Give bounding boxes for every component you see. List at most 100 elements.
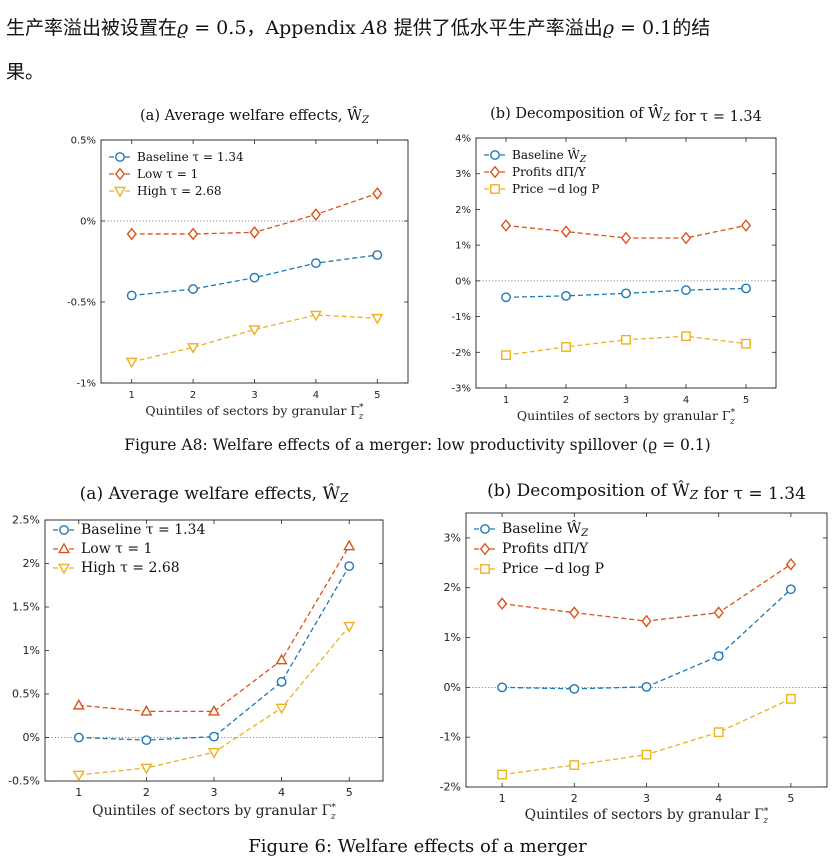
data-point xyxy=(310,258,321,269)
x-tick-label: 2 xyxy=(571,792,578,805)
intro-line-2: 果。 xyxy=(6,61,45,83)
x-tick-label: 2 xyxy=(190,390,196,401)
x-axis-label: Quintiles of sectors by granular Γ* z xyxy=(517,408,736,427)
data-point xyxy=(680,231,692,245)
data-point xyxy=(140,763,153,775)
data-point xyxy=(275,653,288,665)
x-tick-label: 4 xyxy=(683,395,689,406)
legend-label: High τ = 2.68 xyxy=(137,184,222,198)
data-point xyxy=(276,676,287,687)
x-axis-label: Quintiles of sectors by granular Γ* z xyxy=(525,807,769,826)
data-point xyxy=(497,682,508,693)
legend-label: Baseline τ = 1.34 xyxy=(81,522,205,538)
x-tick-label: 1 xyxy=(499,792,506,805)
data-point xyxy=(681,331,691,342)
intro-paragraph: 生产率溢出被设置在ϱ = 0.5，Appendix A8 提供了低水平生产率溢出… xyxy=(6,6,831,94)
data-point xyxy=(72,770,85,782)
series-line xyxy=(502,588,792,690)
data-point xyxy=(641,749,652,760)
data-point xyxy=(497,597,508,611)
figure-6-caption: Figure 6: Welfare effects of a merger xyxy=(248,836,587,857)
y-tick-label: 1% xyxy=(23,644,40,657)
data-point xyxy=(560,225,572,238)
data-point xyxy=(741,283,751,294)
y-tick-label: 0% xyxy=(444,681,461,694)
y-tick-label: 2% xyxy=(455,205,471,216)
series-3 xyxy=(125,310,384,369)
y-tick-label: -1% xyxy=(77,379,96,390)
data-point xyxy=(207,704,221,716)
data-point xyxy=(569,683,580,694)
legend-marker xyxy=(57,563,71,575)
data-point xyxy=(372,187,383,200)
data-point xyxy=(621,288,631,299)
legend-label: Baseline ŴZ xyxy=(502,519,589,539)
data-point xyxy=(126,227,137,241)
x-tick-label: 5 xyxy=(787,792,794,805)
data-point xyxy=(344,561,355,572)
series-line xyxy=(131,314,378,363)
data-point xyxy=(72,698,85,710)
y-tick-label: 2% xyxy=(444,581,461,594)
data-point xyxy=(126,290,137,301)
legend-label: Profits dΠ/Y xyxy=(502,541,589,557)
intro-line-1: 生产率溢出被设置在ϱ = 0.5，Appendix A8 提供了低水平生产率溢出… xyxy=(6,6,831,50)
legend-marker xyxy=(59,525,69,535)
data-point xyxy=(343,539,356,551)
legend-label: Baseline ŴZ xyxy=(512,147,587,165)
data-point xyxy=(641,614,652,628)
data-point xyxy=(188,227,199,241)
data-point xyxy=(207,748,221,759)
data-point xyxy=(372,250,383,260)
series-2 xyxy=(497,557,796,628)
data-point xyxy=(141,735,152,746)
chart-fig6-panel-b: (b) Decomposition of ŴZ for τ = 1.34 -2% -… xyxy=(440,480,828,826)
intro-text-4: = 0.1的结 xyxy=(613,17,711,39)
legend-marker xyxy=(57,542,71,554)
intro-text-1: 生产率溢出被设置在 xyxy=(6,17,178,39)
data-point xyxy=(641,681,652,692)
x-tick-label: 2 xyxy=(563,395,569,406)
y-tick-label: 3% xyxy=(455,169,471,180)
y-tick-label: -2% xyxy=(440,781,461,794)
intro-appendix-letter: A xyxy=(361,17,376,39)
data-point xyxy=(249,272,260,283)
legend-marker xyxy=(114,167,126,181)
x-tick-label: 3 xyxy=(211,786,218,799)
y-tick-label: -2% xyxy=(452,348,471,359)
legend-marker xyxy=(113,186,127,198)
y-tick-label: 2.5% xyxy=(12,514,40,527)
data-point xyxy=(187,343,200,354)
intro-text-3: 8 提供了低水平生产率溢出 xyxy=(375,17,603,39)
y-tick-label: 2% xyxy=(23,557,40,570)
data-point xyxy=(740,219,752,232)
x-tick-label: 1 xyxy=(503,395,509,406)
y-tick-label: -3% xyxy=(452,384,471,395)
series-3 xyxy=(497,693,796,780)
x-tick-label: 5 xyxy=(346,786,353,799)
data-point xyxy=(681,285,691,296)
legend-label: Profits dΠ/Y xyxy=(512,165,587,179)
legend-marker xyxy=(480,564,490,574)
data-point xyxy=(371,313,384,325)
chart-title: (b) Decomposition of ŴZ for τ = 1.34 xyxy=(490,104,762,125)
series-2 xyxy=(500,219,752,245)
series-2 xyxy=(126,187,383,241)
legend-label: Low τ = 1 xyxy=(81,541,152,557)
data-point xyxy=(713,727,724,738)
series-line xyxy=(502,698,792,776)
y-tick-label: 0% xyxy=(80,217,96,228)
series-1 xyxy=(126,250,383,301)
x-tick-label: 1 xyxy=(75,786,82,799)
x-tick-label: 5 xyxy=(374,390,380,401)
figure-a8-caption: Figure A8: Welfare effects of a merger: … xyxy=(124,436,711,454)
x-tick-label: 1 xyxy=(129,390,135,401)
chart-title: (a) Average welfare effects, ŴZ xyxy=(140,106,370,126)
data-point xyxy=(501,292,511,303)
legend-marker xyxy=(479,542,491,556)
data-point xyxy=(741,338,751,349)
y-tick-label: 0.5% xyxy=(71,136,96,147)
data-point xyxy=(500,219,512,232)
data-point xyxy=(713,606,724,620)
series-3 xyxy=(72,621,356,782)
